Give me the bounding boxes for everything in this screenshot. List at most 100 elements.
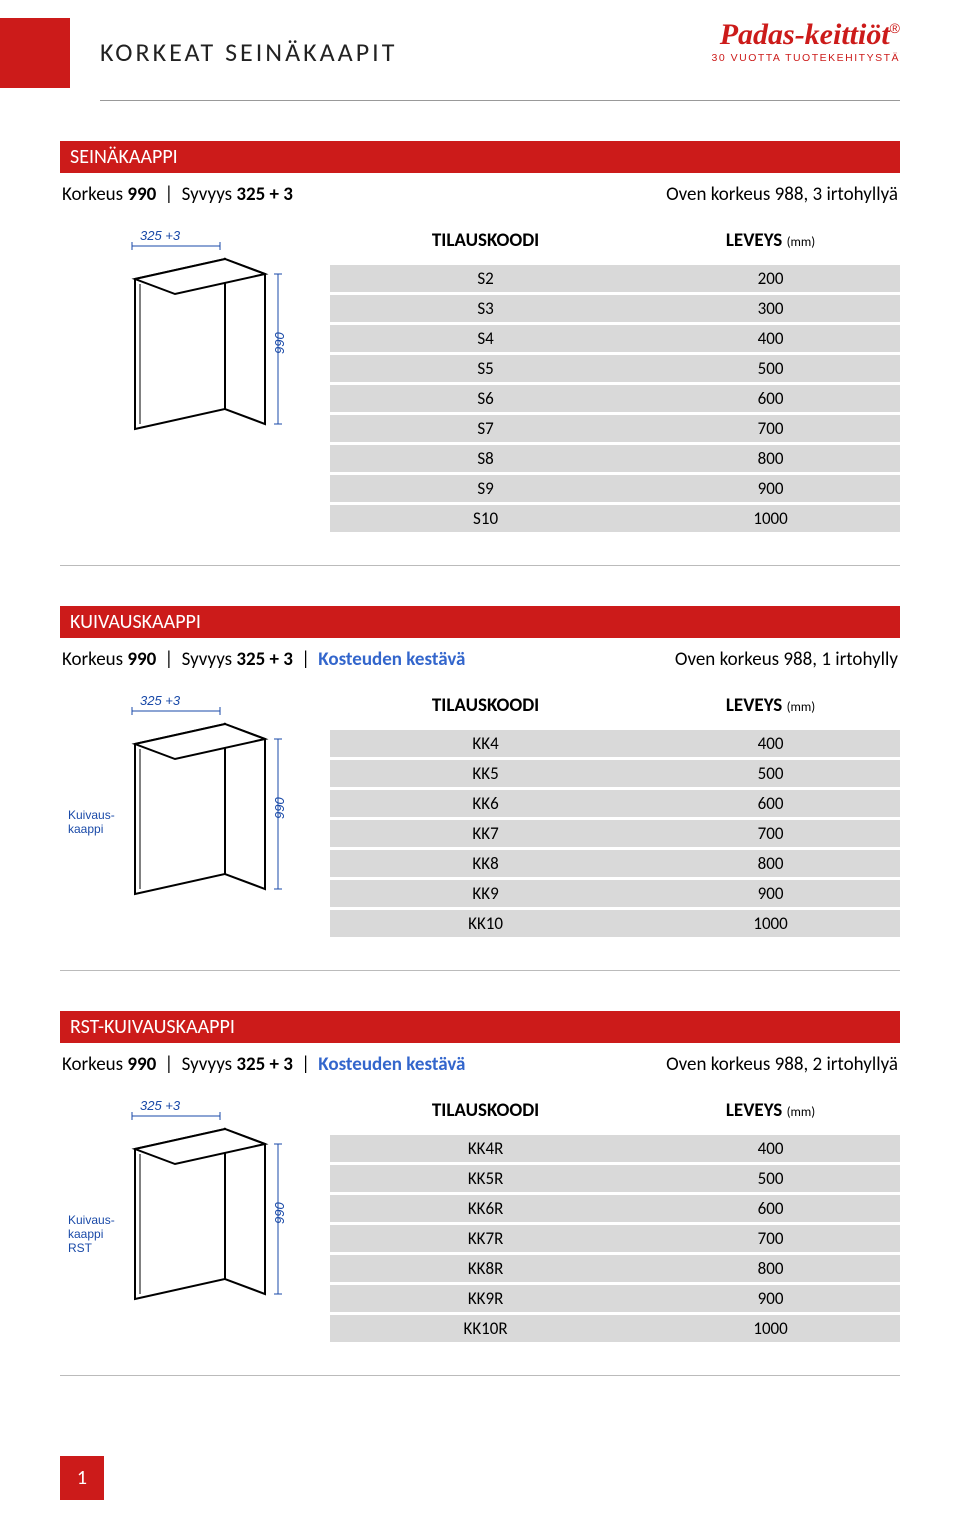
spec-extra: Kosteuden kestävä xyxy=(318,1053,465,1076)
cell-code: S4 xyxy=(330,325,641,352)
table-row: KK4R 400 xyxy=(330,1135,900,1162)
table-row: KK9 900 xyxy=(330,880,900,907)
table-row: S4 400 xyxy=(330,325,900,352)
product-section: KUIVAUSKAAPPI Korkeus 990 | Syvyys 325 +… xyxy=(60,606,900,971)
svg-text:Kuivaus-: Kuivaus- xyxy=(68,808,115,822)
svg-text:990: 990 xyxy=(272,797,287,819)
cell-width: 400 xyxy=(641,730,900,757)
table-row: KK10 1000 xyxy=(330,910,900,937)
section-title-bar: RST-KUIVAUSKAAPPI xyxy=(60,1011,900,1043)
cell-width: 700 xyxy=(641,415,900,442)
table-row: KK7R 700 xyxy=(330,1225,900,1252)
cell-width: 400 xyxy=(641,325,900,352)
cell-code: S8 xyxy=(330,445,641,472)
table-row: KK4 400 xyxy=(330,730,900,757)
svg-text:Kuivaus-: Kuivaus- xyxy=(68,1213,115,1227)
section-divider xyxy=(60,970,900,971)
header-divider xyxy=(100,100,900,101)
table-row: KK9R 900 xyxy=(330,1285,900,1312)
svg-text:325 +3: 325 +3 xyxy=(140,228,181,243)
cell-width: 500 xyxy=(641,355,900,382)
cell-code: S7 xyxy=(330,415,641,442)
cell-code: KK8 xyxy=(330,850,641,877)
cell-code: KK6 xyxy=(330,790,641,817)
spec-right: Oven korkeus 988, 1 irtohylly xyxy=(675,648,898,671)
svg-text:990: 990 xyxy=(272,1202,287,1224)
cell-code: S10 xyxy=(330,505,641,532)
cell-code: KK7 xyxy=(330,820,641,847)
cell-width: 200 xyxy=(641,265,900,292)
section-title-bar: KUIVAUSKAAPPI xyxy=(60,606,900,638)
table-row: S2 200 xyxy=(330,265,900,292)
spec-extra: Kosteuden kestävä xyxy=(318,648,465,671)
spec-line: Korkeus 990 | Syvyys 325 + 3 | Kosteuden… xyxy=(60,638,900,689)
page-header: KORKEAT SEINÄKAAPIT Padas-keittiöt® 30 V… xyxy=(0,0,960,96)
cell-code: KK5R xyxy=(330,1165,641,1192)
section-divider xyxy=(60,565,900,566)
col-header-width: LEVEYS (mm) xyxy=(641,1097,900,1132)
cell-code: KK9 xyxy=(330,880,641,907)
logo-registered: ® xyxy=(890,20,900,36)
col-header-width: LEVEYS (mm) xyxy=(641,227,900,262)
svg-text:RST: RST xyxy=(68,1241,93,1255)
cell-width: 1000 xyxy=(641,505,900,532)
cell-width: 1000 xyxy=(641,1315,900,1342)
cell-width: 500 xyxy=(641,1165,900,1192)
cabinet-diagram: 325 +3 990 Kuivaus-kaappiRST xyxy=(60,1094,330,1324)
logo-tagline: 30 VUOTTA TUOTEKEHITYSTÄ xyxy=(712,52,900,64)
spec-left: Korkeus 990 | Syvyys 325 + 3 | Kosteuden… xyxy=(62,1053,465,1076)
cell-code: S9 xyxy=(330,475,641,502)
table-row: S3 300 xyxy=(330,295,900,322)
col-header-code: TILAUSKOODI xyxy=(330,1097,641,1132)
cell-width: 900 xyxy=(641,1285,900,1312)
cell-width: 600 xyxy=(641,1195,900,1222)
cell-code: S2 xyxy=(330,265,641,292)
logo-text: Padas-keittiöt xyxy=(720,18,890,51)
cell-width: 600 xyxy=(641,385,900,412)
cell-code: KK8R xyxy=(330,1255,641,1282)
cabinet-diagram: 325 +3 990 Kuivaus-kaappi xyxy=(60,689,330,919)
cell-width: 300 xyxy=(641,295,900,322)
cell-width: 400 xyxy=(641,1135,900,1162)
cell-width: 800 xyxy=(641,1255,900,1282)
table-row: KK8R 800 xyxy=(330,1255,900,1282)
table-row: S9 900 xyxy=(330,475,900,502)
table-row: KK6R 600 xyxy=(330,1195,900,1222)
logo-main: Padas-keittiöt® xyxy=(712,20,900,50)
brand-logo: Padas-keittiöt® 30 VUOTTA TUOTEKEHITYSTÄ xyxy=(712,18,900,64)
cell-width: 700 xyxy=(641,1225,900,1252)
page-title: KORKEAT SEINÄKAAPIT xyxy=(100,18,712,68)
col-header-code: TILAUSKOODI xyxy=(330,227,641,262)
product-section: SEINÄKAAPPI Korkeus 990 | Syvyys 325 + 3… xyxy=(60,141,900,566)
cell-code: KK7R xyxy=(330,1225,641,1252)
page-footer: 1 xyxy=(60,1456,960,1500)
cell-code: KK6R xyxy=(330,1195,641,1222)
cell-code: S6 xyxy=(330,385,641,412)
cell-code: S5 xyxy=(330,355,641,382)
svg-text:990: 990 xyxy=(272,332,287,354)
cell-width: 600 xyxy=(641,790,900,817)
table-row: KK5 500 xyxy=(330,760,900,787)
cell-width: 900 xyxy=(641,880,900,907)
cell-code: KK4 xyxy=(330,730,641,757)
cell-width: 500 xyxy=(641,760,900,787)
cell-code: KK4R xyxy=(330,1135,641,1162)
cell-width: 700 xyxy=(641,820,900,847)
table-row: KK10R 1000 xyxy=(330,1315,900,1342)
cell-code: KK5 xyxy=(330,760,641,787)
table-row: KK6 600 xyxy=(330,790,900,817)
svg-text:kaappi: kaappi xyxy=(68,1227,103,1241)
table-row: KK5R 500 xyxy=(330,1165,900,1192)
cell-width: 900 xyxy=(641,475,900,502)
product-section: RST-KUIVAUSKAAPPI Korkeus 990 | Syvyys 3… xyxy=(60,1011,900,1376)
spec-line: Korkeus 990 | Syvyys 325 + 3 Oven korkeu… xyxy=(60,173,900,224)
spec-right: Oven korkeus 988, 3 irtohyllyä xyxy=(666,183,898,206)
svg-text:kaappi: kaappi xyxy=(68,822,103,836)
cell-code: KK10 xyxy=(330,910,641,937)
spec-table: TILAUSKOODI LEVEYS (mm) KK4R 400 KK5R 50… xyxy=(330,1094,900,1345)
table-row: S5 500 xyxy=(330,355,900,382)
section-title-bar: SEINÄKAAPPI xyxy=(60,141,900,173)
cell-width: 800 xyxy=(641,445,900,472)
cell-code: KK10R xyxy=(330,1315,641,1342)
col-header-code: TILAUSKOODI xyxy=(330,692,641,727)
